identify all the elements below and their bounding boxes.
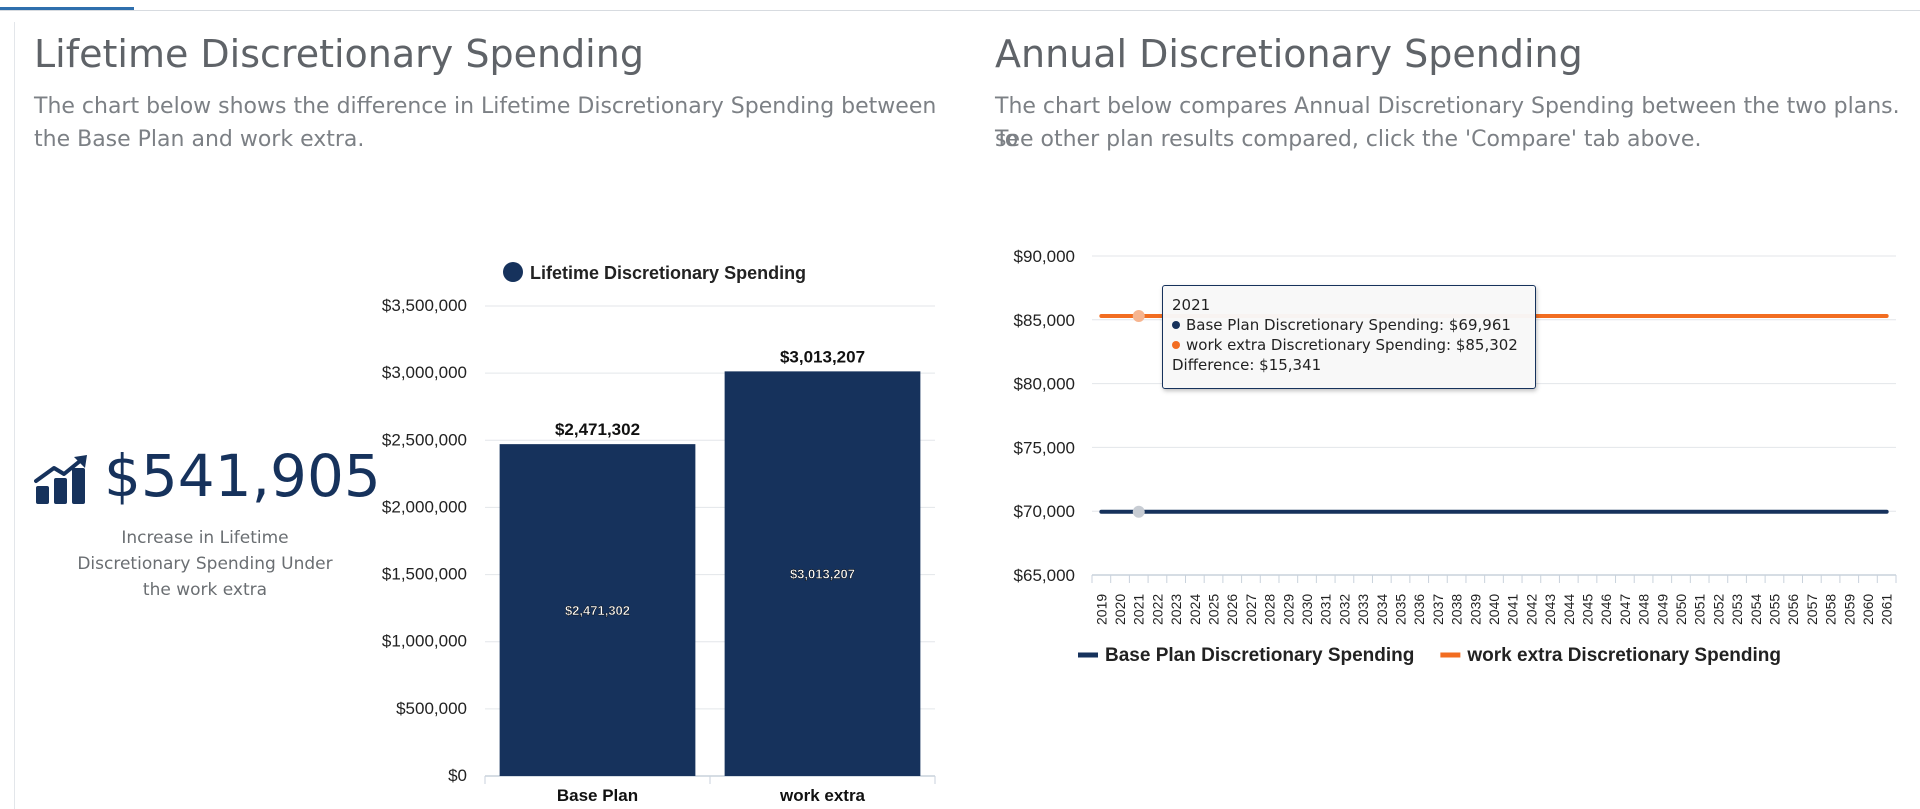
line-xtick-label: 2056 [1785, 594, 1801, 625]
line-ytick-label: $65,000 [1014, 566, 1075, 585]
line-xtick-label: 2051 [1692, 594, 1708, 625]
bar [499, 444, 696, 776]
line-xtick-label: 2047 [1617, 594, 1633, 625]
line-xtick-label: 2034 [1374, 594, 1390, 625]
tooltip-extra-text: work extra Discretionary Spending: $85,3… [1186, 336, 1518, 354]
line-xtick-label: 2029 [1280, 594, 1296, 625]
bar-ytick-label: $1,000,000 [382, 632, 467, 651]
line-xtick-label: 2019 [1093, 594, 1109, 625]
line-xtick-label: 2021 [1131, 594, 1147, 625]
tooltip-extra-dot [1172, 341, 1180, 349]
bar-ytick-label: $3,500,000 [382, 296, 467, 315]
line-xtick-label: 2037 [1430, 594, 1446, 625]
line-xtick-label: 2043 [1542, 594, 1558, 625]
line-xtick-label: 2028 [1262, 594, 1278, 625]
line-xtick-label: 2054 [1748, 594, 1764, 625]
line-xtick-label: 2025 [1206, 594, 1222, 625]
line-xtick-label: 2057 [1804, 594, 1820, 625]
stat-label-line1: Increase in Lifetime [121, 528, 289, 548]
line-xtick-label: 2030 [1299, 594, 1315, 625]
line-xtick-label: 2059 [1841, 594, 1857, 625]
hover-marker-base [1132, 505, 1145, 518]
bar-ytick-label: $2,000,000 [382, 497, 467, 516]
annual-line-chart: $65,000 $70,000 $75,000 $80,000 $85,000 $90,0… [1014, 247, 1897, 666]
line-xtick-label: 2042 [1523, 594, 1539, 625]
line-xtick-label: 2048 [1636, 594, 1652, 625]
line-xtick-label: 2049 [1654, 594, 1670, 625]
annual-panel-description-2: see other plan results compared, click t… [995, 127, 1702, 152]
line-ytick-label: $70,000 [1014, 502, 1075, 521]
line-xtick-label: 2027 [1243, 594, 1259, 625]
lifetime-panel-title: Lifetime Discretionary Spending [34, 32, 644, 76]
line-ytick-label: $85,000 [1014, 311, 1075, 330]
line-legend-label: work extra Discretionary Spending [1466, 645, 1781, 666]
bar-top-value-label: $2,471,302 [555, 420, 640, 439]
line-xtick-label: 2039 [1467, 594, 1483, 625]
line-xtick-label: 2046 [1598, 594, 1614, 625]
active-tab-indicator[interactable] [0, 7, 134, 10]
line-xtick-label: 2022 [1149, 594, 1165, 625]
bar-ytick-label: $1,500,000 [382, 565, 467, 584]
bar-legend-marker [503, 262, 523, 282]
line-legend-label: Base Plan Discretionary Spending [1105, 645, 1414, 666]
annual-panel-description-1: The chart below compares Annual Discreti… [995, 94, 1900, 152]
tooltip-difference: Difference: $15,341 [1172, 356, 1322, 374]
chart-tooltip: 2021 Base Plan Discretionary Spending: $… [1162, 285, 1536, 389]
line-xtick-label: 2031 [1318, 594, 1334, 625]
hover-marker-extra [1132, 309, 1145, 322]
annual-panel-title: Annual Discretionary Spending [995, 32, 1583, 76]
lifetime-increase-label: Increase in Lifetime Discretionary Spend… [35, 525, 375, 603]
line-xtick-label: 2050 [1673, 594, 1689, 625]
line-xtick-label: 2033 [1355, 594, 1371, 625]
bar [724, 371, 921, 776]
line-xtick-label: 2035 [1393, 594, 1409, 625]
line-xtick-label: 2060 [1860, 594, 1876, 625]
lifetime-bar-chart: $0 $500,000 $1,000,000 $1,500,000 $2,000,000… [382, 262, 936, 805]
bar-ytick-label: $0 [448, 766, 467, 785]
line-xtick-label: 2041 [1505, 594, 1521, 625]
line-xtick-label: 2020 [1112, 594, 1128, 625]
line-xtick-label: 2032 [1336, 594, 1352, 625]
bar-category-label: work extra [779, 786, 866, 805]
tooltip-extra-row: work extra Discretionary Spending: $85,3… [1172, 336, 1518, 354]
lifetime-panel-description-2: the Base Plan and work extra. [34, 127, 365, 152]
bar-ytick-label: $2,500,000 [382, 430, 467, 449]
stat-label-line3: the work extra [142, 580, 268, 600]
line-xtick-label: 2044 [1561, 594, 1577, 625]
line-xtick-label: 2024 [1187, 594, 1203, 625]
line-ytick-label: $90,000 [1014, 247, 1075, 266]
line-xtick-label: 2023 [1168, 594, 1184, 625]
panel-divider [14, 22, 15, 809]
tab-bar [0, 0, 1920, 11]
bar-category-label: Base Plan [557, 786, 638, 805]
line-xtick-label: 2045 [1579, 594, 1595, 625]
line-xtick-label: 2053 [1729, 594, 1745, 625]
line-xtick-label: 2040 [1486, 594, 1502, 625]
bar-ytick-label: $500,000 [396, 699, 467, 718]
chart-increase-icon [34, 454, 90, 510]
stat-label-line2: Discretionary Spending Under [77, 554, 333, 574]
bar-top-value-label: $3,013,207 [780, 347, 865, 366]
lifetime-increase-value: $541,905 [104, 442, 381, 510]
line-xtick-label: 2061 [1879, 594, 1895, 625]
bar-legend-label: Lifetime Discretionary Spending [530, 263, 806, 283]
line-xtick-label: 2038 [1449, 594, 1465, 625]
line-xtick-label: 2026 [1224, 594, 1240, 625]
tooltip-year: 2021 [1172, 296, 1211, 314]
line-xtick-label: 2052 [1710, 594, 1726, 625]
bar-inner-value-label: $3,013,207 [790, 567, 855, 582]
line-ytick-label: $75,000 [1014, 438, 1075, 457]
tooltip-base-dot [1172, 321, 1180, 329]
tooltip-base-text: Base Plan Discretionary Spending: $69,96… [1186, 316, 1511, 334]
bar-inner-value-label: $2,471,302 [565, 603, 630, 618]
bar-ytick-label: $3,000,000 [382, 363, 467, 382]
line-xtick-label: 2036 [1411, 594, 1427, 625]
line-xtick-label: 2058 [1823, 594, 1839, 625]
line-xtick-label: 2055 [1766, 594, 1782, 625]
lifetime-panel-description-1: The chart below shows the difference in … [34, 94, 937, 119]
tooltip-base-row: Base Plan Discretionary Spending: $69,96… [1172, 316, 1511, 334]
line-ytick-label: $80,000 [1014, 375, 1075, 394]
